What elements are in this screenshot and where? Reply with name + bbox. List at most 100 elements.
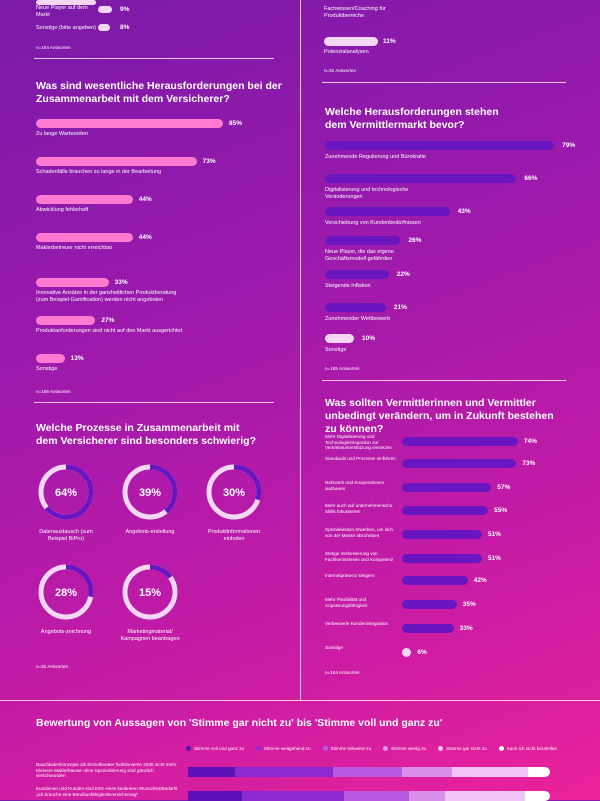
stacked-segment [188, 791, 243, 801]
bar [402, 648, 412, 657]
bar [402, 437, 518, 446]
legend: Stimme voll und ganz zu Stimme weitgehend… [186, 746, 586, 752]
legend-label: Stimme weitgehend zu [264, 746, 311, 751]
donut: 30% Produktinformationen einholen [204, 462, 264, 543]
stacked-segment [408, 791, 445, 801]
bar [36, 157, 197, 166]
bar [402, 576, 468, 585]
bar-value: 51% [487, 555, 501, 562]
legend-label: Stimme wenig zu [391, 746, 427, 751]
bar [402, 624, 454, 633]
legend-label: Kann ich nicht beurteilen [506, 746, 558, 751]
row-label: Kundinnen und Kunden sind trotz eines ko… [36, 786, 178, 797]
bar [325, 174, 517, 183]
bar-label: Zu lange Wartezeiten [36, 131, 89, 137]
list-item-label: Neue Player auf dem Markt [36, 5, 88, 18]
legend-item: Stimme weitgehend zu [256, 746, 311, 752]
section-title: Welche Prozesse in Zusammenarbeit mit de… [36, 422, 257, 447]
legend-swatch [186, 746, 191, 752]
bar [324, 37, 378, 46]
bar-value: 73% [522, 460, 536, 467]
list-item-label: Fachwissen/Coaching für Produktbereiche [324, 6, 386, 19]
bar [402, 600, 457, 609]
bar-label: Sonstige [36, 366, 58, 372]
donut-chart: 39% [122, 464, 178, 520]
legend-swatch [256, 746, 262, 752]
bar-value: 6% [417, 649, 427, 656]
donut-label: Produktinformationen einholen [207, 529, 261, 542]
bar [325, 141, 555, 150]
bar-label: Steigende Inflation [325, 283, 371, 289]
legend-swatch [438, 746, 444, 752]
legend-swatch [322, 746, 328, 752]
legend-label: Stimme teilweise zu [330, 746, 372, 751]
legend-swatch [383, 746, 389, 752]
bar-value: 43% [457, 208, 471, 215]
bar-label: Zunehmender Wettbewerb [325, 316, 391, 322]
bar-label: Stetige Verbesserung von Fachkenntnissen… [325, 551, 394, 562]
bar-value: 42% [473, 577, 487, 584]
bar-value: 55% [494, 507, 508, 514]
stacked-segment [242, 791, 344, 801]
bar [98, 24, 110, 31]
section-title: Welche Herausforderungen stehen dem Verm… [325, 106, 499, 131]
stacked-segment [452, 767, 529, 777]
bar-value: 13% [70, 355, 84, 362]
stacked-segment [332, 767, 402, 777]
bar-value: 33% [114, 279, 128, 286]
donut-arc [38, 464, 94, 520]
bar [325, 303, 386, 312]
bar-label: Verschiebung von Kundenbedürfnissen [325, 220, 421, 226]
section-divider [34, 58, 274, 59]
sample-note: n=184 Antworten [325, 670, 360, 675]
bar-label: Verbesserte Kundenintegration [325, 621, 389, 626]
bar-value: 57% [497, 484, 511, 491]
section-divider [34, 402, 274, 403]
donut-chart: 28% [38, 564, 94, 620]
donut-value: 64% [55, 487, 77, 499]
bar [402, 506, 489, 515]
stacked-segment [188, 767, 236, 777]
list-item-label: Sonstige (bitte angeben) [36, 25, 96, 31]
bar-value: 44% [138, 196, 152, 203]
donut-label: Datenaustausch (zum Beispiel BiPro) [39, 529, 93, 542]
bar-label: Sonstige [325, 645, 343, 650]
bar-value: 22% [396, 271, 410, 278]
donut-arc [122, 564, 178, 620]
donut-arc [38, 564, 94, 620]
donut-chart: 64% [38, 464, 94, 520]
bar-value: 35% [462, 601, 476, 608]
bar-value: 66% [524, 175, 538, 182]
donut-label: Angebots-zeichnung [40, 629, 92, 635]
bar-label: Abwicklung fehlerhaft [36, 207, 89, 213]
bar-label: Spezialwissen erwerben, um sich von der … [325, 527, 393, 538]
legend-swatch [498, 746, 504, 752]
section-divider [322, 82, 566, 83]
bar-label: Netzwerk und Kooperationen ausbauen [325, 480, 385, 491]
bar-label: Zunehmende Regulierung und Bürokratie [325, 154, 426, 160]
list-item-label: Potenzialanalysen [324, 49, 369, 55]
sample-note: n=184 Antworten [36, 45, 71, 50]
bar [402, 483, 492, 492]
donut-value: 39% [139, 487, 161, 499]
donut-label: Marketingmaterial/ Kampagnen beantragen [120, 629, 180, 642]
bar-value: 44% [138, 234, 152, 241]
stacked-segment [528, 767, 550, 777]
bar-label: Standards und Prozesse einführen [325, 456, 396, 461]
bar-value: 73% [202, 158, 216, 165]
stacked-segment [343, 791, 409, 801]
section-title: Bewertung von Aussagen von 'Stimme gar n… [36, 717, 443, 729]
legend-item: Stimme voll und ganz zu [186, 746, 244, 752]
stacked-segment [524, 791, 550, 801]
bar-value: 11% [383, 38, 396, 45]
section-title: Was sollten Vermittlerinnen und Vermittl… [325, 397, 554, 435]
bar [325, 207, 450, 216]
section-divider [0, 700, 600, 701]
legend-label: Stimme gar nicht zu [446, 746, 487, 751]
bar [325, 334, 354, 343]
bar [402, 459, 517, 468]
row-label: Bauchladenkonzepte als Einzelberater fun… [36, 762, 178, 778]
bar [36, 316, 96, 325]
bar [325, 236, 401, 245]
bar [98, 6, 112, 13]
